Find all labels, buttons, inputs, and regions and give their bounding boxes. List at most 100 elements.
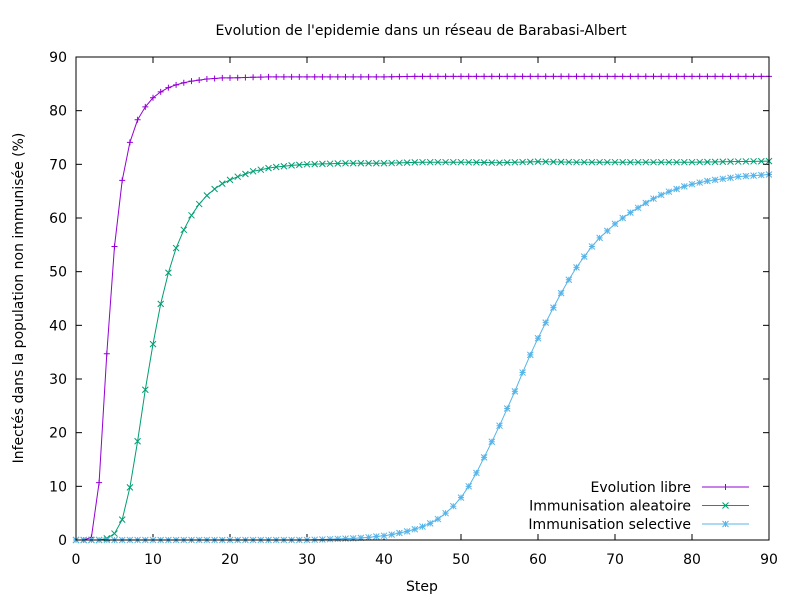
data-point bbox=[365, 533, 372, 541]
data-point bbox=[557, 289, 565, 297]
data-point bbox=[303, 160, 311, 168]
data-point bbox=[696, 73, 703, 80]
x-tick-label: 0 bbox=[72, 552, 81, 568]
data-point bbox=[611, 220, 619, 228]
data-point bbox=[573, 73, 580, 80]
data-point bbox=[596, 234, 603, 242]
data-point bbox=[111, 243, 118, 250]
data-point bbox=[311, 73, 318, 80]
legend-label: Immunisation aleatoire bbox=[529, 499, 691, 515]
data-point bbox=[203, 76, 210, 83]
data-point bbox=[426, 158, 434, 166]
data-point bbox=[396, 159, 403, 167]
data-point bbox=[357, 73, 364, 80]
data-point bbox=[526, 158, 534, 166]
data-point bbox=[403, 528, 411, 535]
x-tick-label: 80 bbox=[683, 552, 701, 568]
x-tick-label: 60 bbox=[529, 552, 547, 568]
legend-marker bbox=[722, 502, 729, 509]
data-point bbox=[534, 334, 542, 342]
data-point bbox=[280, 162, 288, 170]
data-point bbox=[295, 161, 303, 169]
y-tick-label: 40 bbox=[49, 318, 67, 334]
data-point bbox=[142, 103, 149, 110]
x-tick-label: 90 bbox=[760, 552, 778, 568]
x-axis-label: Step bbox=[406, 579, 438, 595]
data-point bbox=[619, 158, 627, 166]
data-point bbox=[357, 534, 365, 542]
data-point bbox=[658, 73, 665, 80]
data-point bbox=[535, 73, 541, 80]
data-point bbox=[450, 73, 457, 80]
data-point bbox=[565, 158, 573, 166]
data-point bbox=[188, 211, 195, 219]
data-point bbox=[580, 158, 588, 166]
data-point bbox=[565, 276, 573, 284]
data-point bbox=[734, 158, 742, 165]
data-point bbox=[634, 204, 642, 212]
data-point bbox=[503, 159, 511, 166]
plot-frame bbox=[75, 56, 770, 541]
y-tick-label: 90 bbox=[49, 50, 67, 66]
data-point bbox=[711, 176, 719, 184]
data-point bbox=[635, 73, 642, 80]
data-point bbox=[511, 73, 518, 80]
data-point bbox=[642, 158, 650, 166]
data-point bbox=[727, 73, 734, 80]
data-point bbox=[257, 74, 264, 81]
data-point bbox=[134, 116, 141, 123]
data-point bbox=[434, 515, 442, 523]
data-point bbox=[211, 75, 218, 82]
data-point bbox=[511, 158, 519, 166]
data-point bbox=[172, 244, 180, 252]
x-tick-label: 70 bbox=[606, 552, 624, 568]
data-point bbox=[488, 73, 495, 80]
data-point bbox=[496, 159, 503, 167]
data-point bbox=[642, 73, 649, 80]
data-point bbox=[511, 387, 519, 395]
data-point bbox=[519, 73, 526, 80]
data-point bbox=[342, 159, 349, 167]
data-point bbox=[481, 73, 488, 80]
data-point bbox=[319, 160, 326, 168]
data-point bbox=[665, 158, 673, 166]
data-point bbox=[750, 73, 757, 80]
data-point bbox=[603, 227, 611, 235]
data-point bbox=[712, 73, 719, 80]
data-point bbox=[227, 74, 233, 81]
data-point bbox=[411, 159, 419, 166]
data-point bbox=[465, 73, 472, 80]
data-point bbox=[327, 73, 334, 80]
data-point bbox=[288, 73, 295, 80]
data-point bbox=[242, 74, 249, 81]
data-point bbox=[612, 73, 618, 80]
y-tick-label: 0 bbox=[58, 533, 67, 549]
data-point bbox=[449, 158, 457, 166]
data-point bbox=[757, 157, 765, 165]
data-point bbox=[265, 73, 272, 80]
data-point bbox=[165, 269, 172, 277]
y-tick-label: 20 bbox=[49, 426, 67, 442]
data-point bbox=[696, 179, 704, 186]
series-line bbox=[76, 75, 769, 541]
data-point bbox=[457, 494, 465, 501]
data-point bbox=[380, 532, 388, 540]
data-point bbox=[311, 160, 319, 168]
data-point bbox=[96, 479, 103, 486]
data-point bbox=[380, 159, 388, 167]
data-point bbox=[326, 160, 334, 168]
data-point bbox=[596, 73, 603, 80]
data-point bbox=[404, 73, 411, 80]
data-point bbox=[349, 159, 357, 167]
data-point bbox=[480, 453, 488, 461]
data-point bbox=[657, 191, 665, 199]
data-point bbox=[250, 74, 257, 81]
data-point bbox=[711, 158, 719, 166]
data-point bbox=[195, 200, 203, 208]
data-point bbox=[627, 209, 634, 216]
data-point bbox=[134, 437, 141, 445]
data-point bbox=[650, 158, 657, 166]
data-point bbox=[704, 158, 711, 166]
data-point bbox=[319, 73, 326, 80]
data-point bbox=[150, 94, 156, 101]
